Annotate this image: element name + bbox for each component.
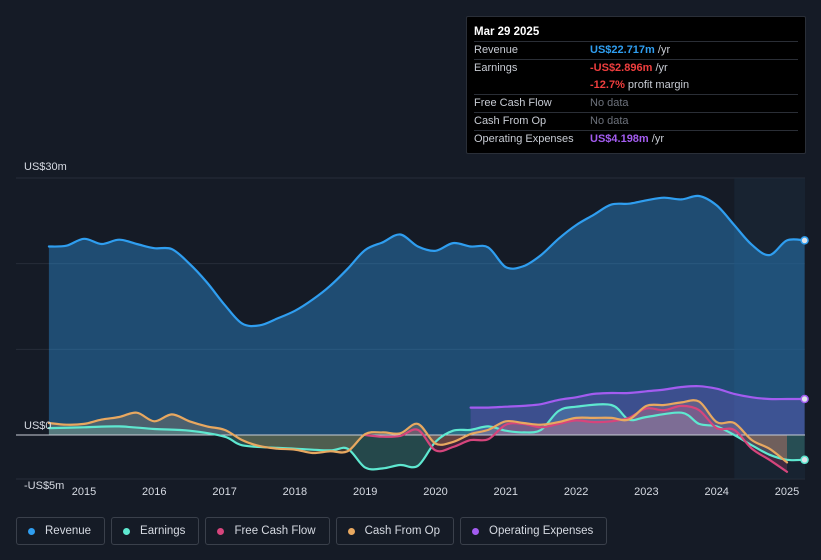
x-tick-label: 2024 bbox=[704, 486, 728, 498]
x-tick-label: 2021 bbox=[494, 486, 518, 498]
series-line-free-cash-flow bbox=[364, 404, 789, 473]
legend-label: Earnings bbox=[140, 525, 186, 537]
tooltip-date: Mar 29 2025 bbox=[474, 26, 540, 38]
x-tick-labels: 2015 2016 2017 2018 2019 2020 2021 2022 2023 2024… bbox=[72, 486, 799, 498]
series-end-marker-earnings bbox=[800, 455, 809, 465]
y-tick-label: US$0 bbox=[24, 420, 52, 432]
series-line-operating-expenses bbox=[469, 385, 806, 409]
x-tick-label: 2023 bbox=[634, 486, 658, 498]
series-area-cash-from-op bbox=[48, 400, 787, 463]
series-area-revenue bbox=[48, 195, 805, 435]
legend-item-revenue[interactable]: Revenue bbox=[16, 517, 106, 545]
legend-dot-icon bbox=[472, 527, 480, 535]
tooltip-unit: /yr bbox=[651, 133, 665, 145]
x-tick-label: 2025 bbox=[775, 486, 799, 498]
tooltip-value: No data bbox=[590, 115, 629, 127]
legend-dot-icon bbox=[347, 527, 355, 535]
tooltip-label: Cash From Op bbox=[474, 115, 547, 127]
forecast-band bbox=[734, 178, 805, 479]
series-end-marker-operating-expenses bbox=[800, 394, 809, 404]
legend: Revenue Earnings Free Cash Flow Cash Fro… bbox=[16, 517, 608, 545]
tooltip-unit: /yr bbox=[655, 62, 668, 74]
series-end-marker-revenue bbox=[800, 236, 809, 245]
series-area-free-cash-flow bbox=[365, 405, 787, 472]
series-line-cash-from-op bbox=[47, 399, 789, 464]
legend-dot-icon bbox=[28, 527, 35, 535]
legend-item-cash-from-op[interactable]: Cash From Op bbox=[335, 517, 455, 545]
grid-lines bbox=[16, 177, 805, 480]
y-tick-label: US$30m bbox=[24, 161, 67, 173]
tooltip-value: US$22.717m bbox=[590, 44, 655, 56]
tooltip-value: -12.7% bbox=[590, 79, 625, 91]
tooltip-label: Operating Expenses bbox=[474, 133, 574, 145]
legend-dot-icon bbox=[123, 527, 131, 535]
x-tick-label: 2020 bbox=[423, 486, 447, 498]
tooltip-row-cfo: Cash From Op No data bbox=[474, 112, 798, 130]
y-tick-label: -US$5m bbox=[24, 480, 64, 492]
tooltip-value: No data bbox=[590, 97, 629, 109]
legend-item-earnings[interactable]: Earnings bbox=[111, 517, 200, 545]
y-tick-labels: US$30m US$0 -US$5m bbox=[24, 161, 67, 492]
x-tick-label: 2022 bbox=[564, 486, 588, 498]
series-line-earnings bbox=[47, 403, 806, 471]
x-tick-label: 2019 bbox=[353, 486, 377, 498]
tooltip-value: -US$2.896m bbox=[590, 62, 653, 74]
tooltip-label: Earnings bbox=[474, 62, 518, 74]
x-tick-label: 2018 bbox=[283, 486, 307, 498]
tooltip-unit: profit margin bbox=[627, 79, 690, 91]
tooltip: Mar 29 2025 Revenue US$22.717m /yr Earni… bbox=[466, 16, 806, 154]
legend-item-free-cash-flow[interactable]: Free Cash Flow bbox=[205, 517, 330, 545]
legend-label: Cash From Op bbox=[364, 525, 441, 537]
series-lines bbox=[47, 194, 806, 473]
legend-label: Operating Expenses bbox=[489, 525, 594, 537]
legend-dot-icon bbox=[217, 527, 225, 535]
tooltip-row-fcf: Free Cash Flow No data bbox=[474, 94, 798, 112]
legend-label: Revenue bbox=[45, 525, 92, 537]
tooltip-label: Free Cash Flow bbox=[474, 97, 552, 109]
x-tick-label: 2015 bbox=[72, 486, 96, 498]
tooltip-row-margin: -12.7% profit margin bbox=[474, 77, 798, 94]
series-end-markers bbox=[800, 236, 809, 465]
legend-label: Free Cash Flow bbox=[234, 525, 316, 537]
tooltip-row-earnings: Earnings -US$2.896m /yr bbox=[474, 59, 798, 77]
x-tick-label: 2016 bbox=[142, 486, 166, 498]
tooltip-row-opex: Operating Expenses US$4.198m /yr bbox=[474, 130, 798, 148]
tooltip-label: Revenue bbox=[474, 44, 519, 56]
legend-item-operating-expenses[interactable]: Operating Expenses bbox=[460, 517, 608, 545]
x-tick-label: 2017 bbox=[212, 486, 236, 498]
series-line-revenue bbox=[47, 194, 806, 328]
tooltip-unit: /yr bbox=[657, 44, 671, 56]
tooltip-value: US$4.198m bbox=[590, 133, 649, 145]
tooltip-row-revenue: Revenue US$22.717m /yr bbox=[474, 41, 798, 59]
